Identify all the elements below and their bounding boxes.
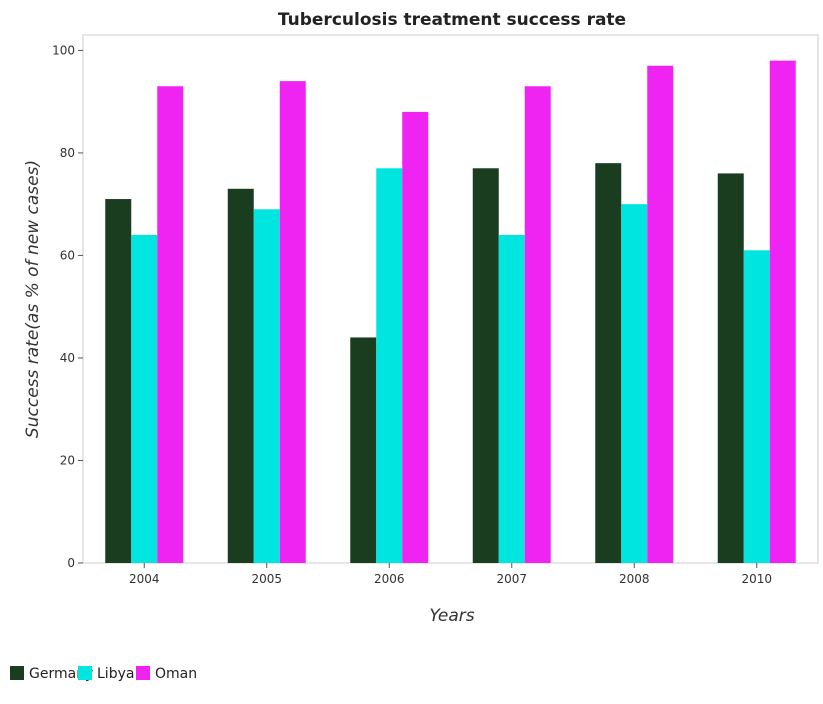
bar-oman-2008	[647, 65, 674, 564]
bar-germany-2010	[717, 173, 744, 563]
bar-libya-2006	[376, 168, 403, 563]
x-axis: 2004 2005 2006 2007 2008 2010	[129, 563, 772, 586]
bar-libya-2005	[253, 209, 280, 563]
legend-swatch-germany	[10, 666, 24, 680]
bar-germany-2008	[595, 163, 622, 563]
bar-libya-2004	[131, 234, 158, 563]
y-axis-title: Success rate(as % of new cases)	[23, 160, 43, 438]
bar-oman-2005	[279, 81, 306, 563]
bars	[105, 60, 796, 564]
y-tick-label: 40	[60, 351, 75, 365]
x-tick-label: 2005	[251, 572, 282, 586]
bar-germany-2007	[472, 168, 499, 563]
bar-germany-2006	[350, 337, 377, 563]
bar-libya-2010	[743, 250, 770, 563]
plot-area	[82, 34, 819, 564]
bar-oman-2007	[524, 86, 551, 563]
x-tick-label: 2010	[741, 572, 772, 586]
y-tick-label: 80	[60, 146, 75, 160]
x-tick-label: 2006	[374, 572, 405, 586]
legend-label-germany: Germany	[29, 666, 93, 682]
legend-swatch-libya	[78, 666, 92, 680]
y-tick-label: 100	[52, 43, 75, 57]
legend: Germany Libya Oman	[10, 666, 197, 682]
x-tick-label: 2008	[619, 572, 650, 586]
bar-libya-2007	[498, 234, 525, 563]
y-tick-label: 0	[67, 556, 75, 570]
bar-oman-2006	[402, 111, 429, 564]
legend-label-oman: Oman	[155, 666, 197, 682]
bar-oman-2010	[769, 60, 796, 563]
bar-germany-2004	[105, 199, 132, 564]
bar-germany-2005	[227, 188, 254, 563]
y-tick-label: 20	[60, 453, 75, 467]
y-tick-label: 60	[60, 248, 75, 262]
bar-libya-2008	[621, 204, 648, 564]
x-axis-title: Years	[429, 606, 474, 626]
x-tick-label: 2007	[496, 572, 527, 586]
legend-label-libya: Libya	[97, 666, 134, 682]
x-tick-label: 2004	[129, 572, 160, 586]
bar-oman-2004	[157, 86, 184, 563]
y-axis: 0 20 40 60 80 100	[52, 43, 83, 570]
chart-title: Tuberculosis treatment success rate	[278, 10, 626, 30]
legend-swatch-oman	[136, 666, 150, 680]
